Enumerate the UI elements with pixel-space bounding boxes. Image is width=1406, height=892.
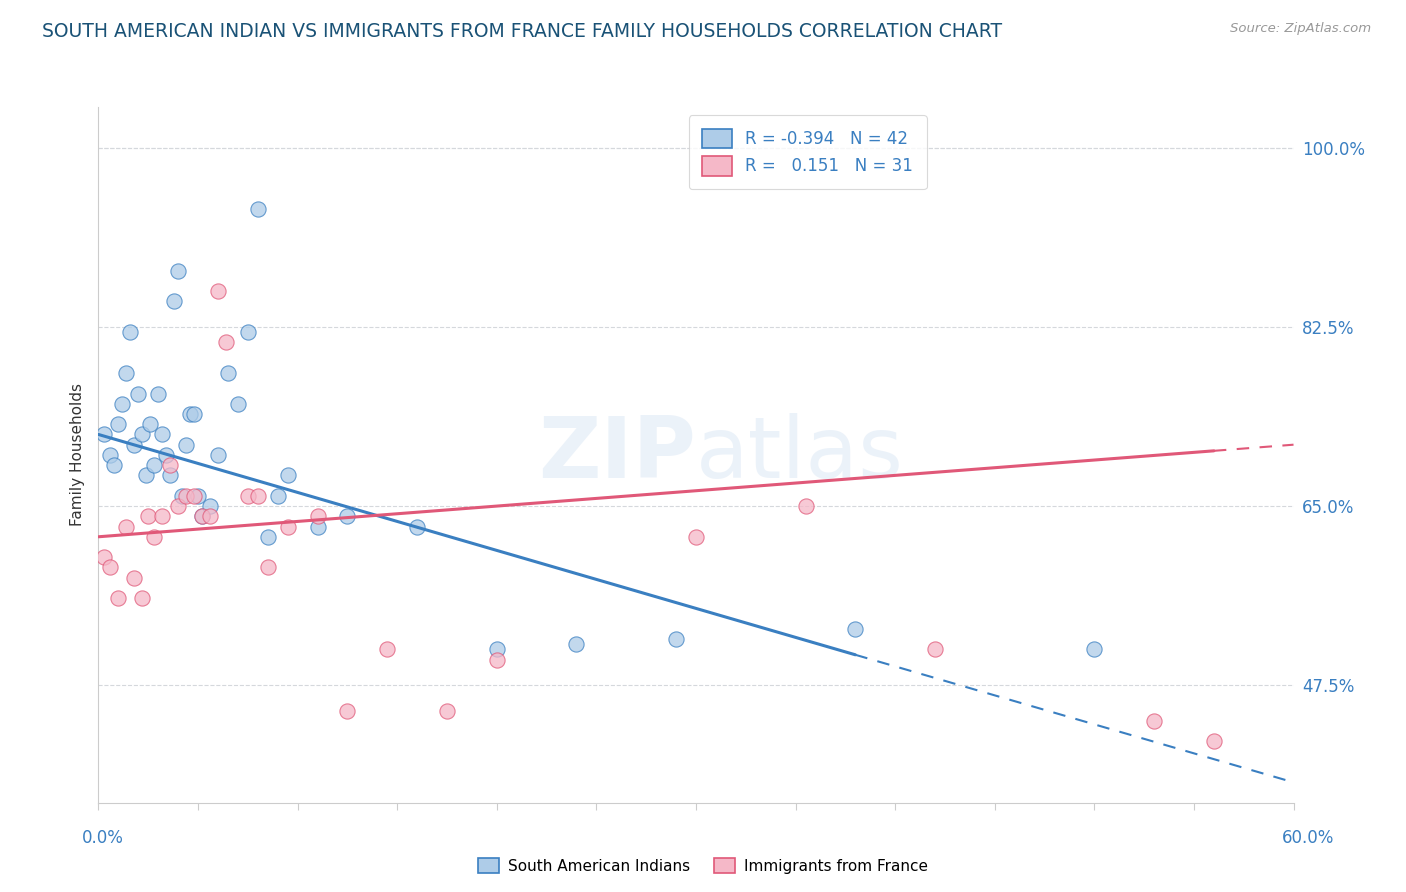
- Point: [167, 264, 190, 278]
- Point: [127, 386, 149, 401]
- Point: [139, 417, 162, 432]
- Point: [277, 519, 299, 533]
- Point: [307, 509, 329, 524]
- Point: [107, 591, 129, 606]
- Point: [794, 499, 817, 513]
- Point: [174, 438, 197, 452]
- Point: [150, 509, 173, 524]
- Point: [172, 489, 194, 503]
- Point: [665, 632, 688, 646]
- Point: [115, 519, 138, 533]
- Point: [174, 489, 197, 503]
- Point: [924, 642, 946, 657]
- Point: [183, 489, 205, 503]
- Text: ZIP: ZIP: [538, 413, 696, 497]
- Point: [163, 294, 186, 309]
- Point: [103, 458, 125, 472]
- Point: [198, 509, 221, 524]
- Point: [256, 560, 278, 574]
- Legend: R = -0.394   N = 42, R =   0.151   N = 31: R = -0.394 N = 42, R = 0.151 N = 31: [689, 115, 927, 189]
- Point: [207, 448, 229, 462]
- Point: [307, 519, 329, 533]
- Point: [406, 519, 429, 533]
- Point: [150, 427, 173, 442]
- Point: [136, 509, 159, 524]
- Point: [256, 530, 278, 544]
- Point: [93, 550, 115, 565]
- Point: [217, 366, 239, 380]
- Point: [183, 407, 205, 421]
- Point: [375, 642, 398, 657]
- Point: [215, 335, 238, 350]
- Point: [236, 325, 259, 339]
- Legend: South American Indians, Immigrants from France: South American Indians, Immigrants from …: [472, 852, 934, 880]
- Point: [148, 386, 170, 401]
- Point: [565, 637, 588, 651]
- Point: [131, 427, 153, 442]
- Text: 0.0%: 0.0%: [82, 829, 124, 847]
- Text: 60.0%: 60.0%: [1281, 829, 1334, 847]
- Point: [124, 571, 146, 585]
- Point: [277, 468, 299, 483]
- Point: [143, 458, 166, 472]
- Point: [120, 325, 142, 339]
- Point: [336, 704, 359, 718]
- Point: [685, 530, 707, 544]
- Point: [436, 704, 458, 718]
- Point: [167, 499, 190, 513]
- Point: [100, 560, 122, 574]
- Point: [159, 468, 181, 483]
- Point: [226, 397, 249, 411]
- Point: [207, 284, 229, 298]
- Point: [124, 438, 146, 452]
- Point: [100, 448, 122, 462]
- Y-axis label: Family Households: Family Households: [69, 384, 84, 526]
- Point: [267, 489, 290, 503]
- Point: [1143, 714, 1166, 728]
- Point: [187, 489, 209, 503]
- Point: [143, 530, 166, 544]
- Point: [844, 622, 866, 636]
- Point: [246, 202, 269, 217]
- Point: [236, 489, 259, 503]
- Text: atlas: atlas: [696, 413, 904, 497]
- Text: Source: ZipAtlas.com: Source: ZipAtlas.com: [1230, 22, 1371, 36]
- Point: [191, 509, 214, 524]
- Point: [191, 509, 214, 524]
- Point: [1202, 734, 1225, 748]
- Point: [107, 417, 129, 432]
- Point: [159, 458, 181, 472]
- Point: [198, 499, 221, 513]
- Point: [115, 366, 138, 380]
- Point: [336, 509, 359, 524]
- Point: [135, 468, 157, 483]
- Point: [179, 407, 201, 421]
- Point: [246, 489, 269, 503]
- Point: [93, 427, 115, 442]
- Point: [131, 591, 153, 606]
- Point: [1083, 642, 1105, 657]
- Text: SOUTH AMERICAN INDIAN VS IMMIGRANTS FROM FRANCE FAMILY HOUSEHOLDS CORRELATION CH: SOUTH AMERICAN INDIAN VS IMMIGRANTS FROM…: [42, 22, 1002, 41]
- Point: [485, 642, 508, 657]
- Point: [111, 397, 134, 411]
- Point: [485, 652, 508, 666]
- Point: [155, 448, 177, 462]
